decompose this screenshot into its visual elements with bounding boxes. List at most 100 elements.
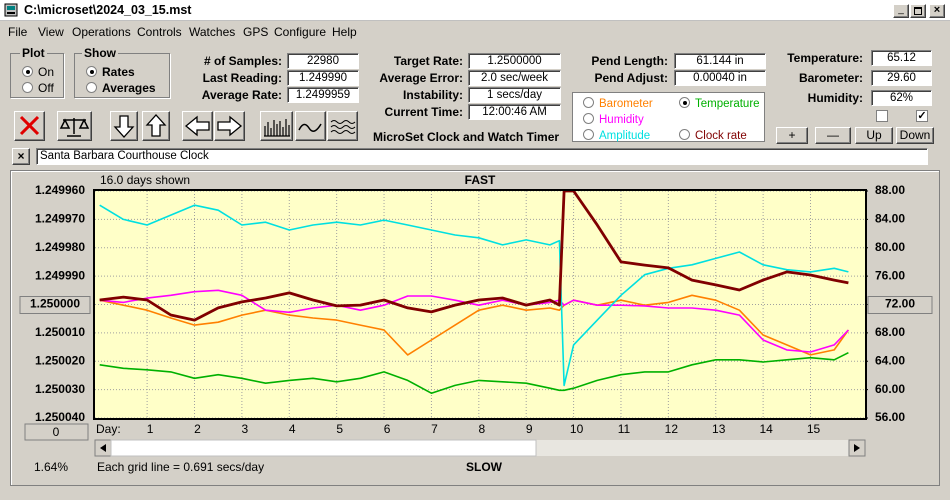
x-tick-label: 5 [336,422,343,436]
y-tick-label: 1.250020 [35,353,85,367]
waves-button[interactable] [327,111,358,141]
bars-button[interactable] [260,111,293,141]
x-tick-label: 1 [147,422,154,436]
show-label: Show [82,46,118,60]
field-label: Last Reading: [202,71,282,85]
field-label: Target Rate: [393,54,463,68]
radio-averages[interactable]: Averages [86,81,156,95]
x-tick-label: 12 [665,422,679,436]
field-value: 61.144 in [674,53,766,69]
close-button[interactable]: × [929,4,945,18]
window-title: C:\microset\2024_03_15.mst [24,3,192,17]
radio-text: Off [38,81,54,95]
menu-bar: File View Operations Controls Watches GPS Conf… [0,22,950,40]
menu-item[interactable]: Operations [72,25,131,39]
menu-item[interactable]: File [8,25,28,39]
radio-off[interactable]: Off [22,81,54,95]
legend-text: Temperature [695,98,760,110]
menu-item[interactable]: GPS [243,25,269,39]
y2-tick-label: 88.00 [875,183,905,197]
clock-name-input[interactable]: Santa Barbara Courthouse Clock [36,148,928,165]
series-line [99,204,849,387]
legend-item[interactable]: Barometer [583,97,653,110]
legend-radio [583,113,594,124]
clear-button[interactable]: × [12,148,30,165]
field-value: 0.00040 in [674,70,766,86]
control-button[interactable]: Up [855,127,893,144]
field-label: Pend Length: [591,54,668,68]
field-value: 1.249990 [287,70,359,86]
left-arrow-button[interactable] [182,111,213,141]
menu-item[interactable]: Controls [137,25,182,39]
legend-radio [583,97,594,108]
field-label: Current Time: [384,105,463,119]
y2-tick-label: 84.00 [875,212,905,226]
maximize-button[interactable] [910,4,926,18]
series-line [99,289,849,353]
legend-item[interactable]: Clock rate [679,129,747,142]
y-tick-button[interactable] [19,296,91,314]
up-arrow-button[interactable] [142,111,170,141]
menu-item[interactable]: Help [332,25,357,39]
legend-item[interactable]: Amplitude [583,129,650,142]
y2-tick-button[interactable] [867,296,933,314]
scroll-thumb[interactable] [110,439,537,457]
control-button[interactable]: — [815,127,851,144]
y-tick-label: 1.250030 [35,382,85,396]
x-axis-label: Day: [96,422,121,436]
legend-text: Clock rate [695,130,747,142]
field-value: 29.60 [871,70,932,86]
radio-on[interactable]: On [22,65,54,79]
x-tick-label: 15 [807,422,821,436]
down-arrow-button[interactable] [110,111,138,141]
x-tick-label: 9 [526,422,533,436]
field-value: 1 secs/day [468,87,561,103]
wave-button[interactable] [295,111,326,141]
x-tick-label: 2 [194,422,201,436]
balance-button[interactable] [57,111,92,141]
field-value: 2.0 sec/week [468,70,561,86]
y2-tick-label: 80.00 [875,240,905,254]
y-tick-label: 1.249990 [35,268,85,282]
field-label: Pend Adjust: [594,71,668,85]
legend-text: Barometer [599,98,653,110]
y2-tick-label: 56.00 [875,410,905,424]
right-arrow-button[interactable] [214,111,245,141]
x-tick-label: 6 [384,422,391,436]
checkbox-checked[interactable]: ✓ [916,110,928,122]
y2-tick-label: 68.00 [875,325,905,339]
legend-item[interactable]: Humidity [583,113,644,126]
menu-item[interactable]: View [38,25,64,39]
field-value: 1.2499959 [287,87,359,103]
x-tick-label: 11 [618,422,631,436]
y-tick-label: 1.249980 [35,240,85,254]
x-tick-label: 10 [570,422,584,436]
offset-button[interactable] [24,423,89,441]
x-tick-label: 7 [431,422,438,436]
menu-item[interactable]: Configure [274,25,327,39]
legend-item[interactable]: Temperature [679,97,760,110]
checkbox[interactable] [876,110,888,122]
control-button[interactable]: Down [896,127,934,144]
minimize-button[interactable]: _ [893,4,909,18]
y2-tick-label: 64.00 [875,353,905,367]
field-value: 65.12 [871,50,932,66]
radio-rates[interactable]: Rates [86,65,135,79]
y2-tick-label: 60.00 [875,382,905,396]
control-button[interactable]: + [776,127,808,144]
x-tick-label: 8 [478,422,485,436]
legend-text: Humidity [599,114,644,126]
app-title: MicroSet Clock and Watch Timer [373,130,560,144]
x-tick-label: 3 [242,422,249,436]
menu-item[interactable]: Watches [189,25,236,39]
field-label: Temperature: [787,51,863,65]
app-icon [4,3,18,17]
field-label: Instability: [402,88,463,102]
y2-tick-label: 72.00 [885,297,915,311]
series-line [99,191,849,322]
radio-text: Averages [102,81,156,95]
chart-title: FAST [465,173,496,187]
y-tick-label: 1.250000 [30,297,80,311]
stop-button[interactable] [14,111,45,141]
